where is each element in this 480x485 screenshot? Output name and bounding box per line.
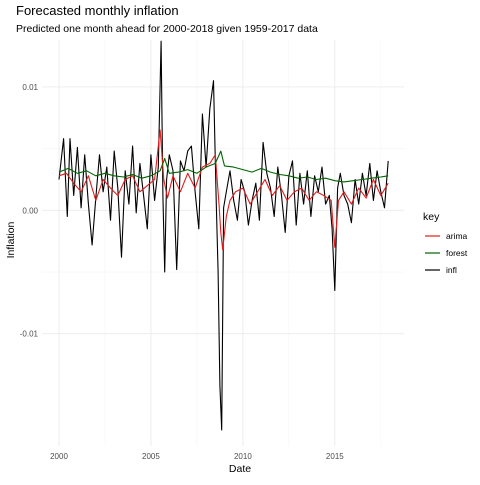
- x-axis-ticks: 2000 2005 2010 2015: [50, 452, 344, 461]
- y-axis-label: Inflation: [5, 221, 17, 258]
- legend-label-arima: arima: [446, 231, 468, 241]
- legend: key arima forest infl: [423, 211, 468, 275]
- legend-label-infl: infl: [446, 265, 457, 275]
- y-axis-ticks: -0.01 0.00 0.01: [20, 83, 39, 339]
- series-line-infl: [58, 40, 389, 431]
- x-tick-label: 2005: [142, 452, 160, 461]
- chart-title: Forecasted monthly inflation: [16, 3, 179, 18]
- x-tick-label: 2015: [326, 452, 344, 461]
- x-tick-label: 2010: [234, 452, 252, 461]
- series-line-arima: [58, 129, 389, 251]
- y-tick-label: 0.00: [22, 206, 38, 215]
- y-tick-label: -0.01: [20, 330, 39, 339]
- legend-label-forest: forest: [446, 248, 468, 258]
- legend-items: arima forest infl: [425, 231, 468, 275]
- x-axis-label: Date: [229, 463, 251, 475]
- y-tick-label: 0.01: [22, 83, 38, 92]
- legend-title: key: [423, 211, 440, 223]
- x-tick-label: 2000: [50, 452, 68, 461]
- series-lines: [58, 40, 389, 431]
- series-line-forest: [58, 150, 389, 183]
- chart-subtitle: Predicted one month ahead for 2000-2018 …: [16, 23, 318, 35]
